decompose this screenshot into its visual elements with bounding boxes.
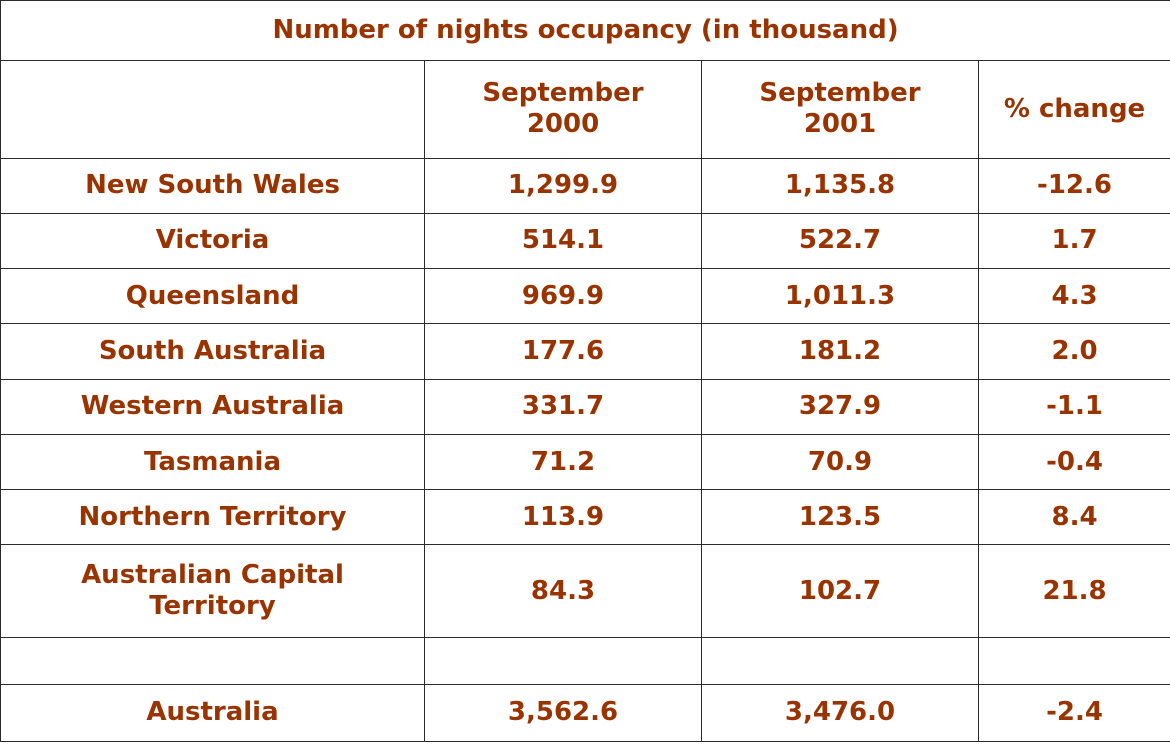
table-row: Australian Capital Territory 84.3 102.7 21.8 <box>0 544 1170 638</box>
region-label-line: Northern Territory <box>78 501 347 532</box>
header-pct-change: % change <box>977 60 1170 159</box>
table-row: Victoria 514.1 522.7 1.7 <box>0 212 1170 270</box>
title-row: Number of nights occupancy (in thousand) <box>0 0 1170 62</box>
sep-2000-cell: 969.9 <box>424 268 702 325</box>
region-cell: Victoria <box>0 212 425 270</box>
table-title: Number of nights occupancy (in thousand) <box>0 0 1170 62</box>
region-cell: Australian Capital Territory <box>0 544 425 638</box>
table-row: Queensland 969.9 1,011.3 4.3 <box>0 268 1170 325</box>
sep-2000-cell: 1,299.9 <box>424 157 702 214</box>
total-region: Australia <box>0 683 425 743</box>
region-label-line: Queensland <box>125 280 300 311</box>
table-row: Tasmania 71.2 70.9 -0.4 <box>0 433 1170 491</box>
header-sep-2000: September 2000 <box>424 60 702 159</box>
sep-2001-cell: 123.5 <box>701 489 979 546</box>
blank-row <box>0 636 1170 685</box>
sep-2001-cell: 1,011.3 <box>701 268 979 325</box>
sep-2001-cell: 522.7 <box>701 212 979 270</box>
region-label-line: New South Wales <box>85 170 340 201</box>
pct-change-cell: -12.6 <box>977 157 1170 214</box>
blank-cell <box>701 636 979 685</box>
table-row: Northern Territory 113.9 123.5 8.4 <box>0 489 1170 546</box>
region-label-line: Tasmania <box>143 446 281 477</box>
header-row: September 2000 September 2001 % change <box>0 60 1170 159</box>
blank-cell <box>977 636 1170 685</box>
region-cell: Tasmania <box>0 433 425 491</box>
region-cell: South Australia <box>0 323 425 380</box>
header-sep-2000-line-2: 2000 <box>526 109 600 140</box>
sep-2000-cell: 113.9 <box>424 489 702 546</box>
total-pct-change: -2.4 <box>977 683 1170 743</box>
sep-2000-cell: 84.3 <box>424 544 702 638</box>
pct-change-cell: -1.1 <box>977 378 1170 435</box>
region-cell: Western Australia <box>0 378 425 435</box>
region-label-line: Australian Capital <box>81 560 344 590</box>
pct-change-cell: 4.3 <box>977 268 1170 325</box>
pct-change-cell: 1.7 <box>977 212 1170 270</box>
header-sep-2001-line-1: September <box>759 78 921 109</box>
region-label-line: Western Australia <box>80 391 345 422</box>
region-cell: Queensland <box>0 268 425 325</box>
total-sep-2001: 3,476.0 <box>701 683 979 743</box>
blank-cell <box>424 636 702 685</box>
header-sep-2001: September 2001 <box>701 60 979 159</box>
region-label-line: South Australia <box>98 336 327 367</box>
region-cell: Northern Territory <box>0 489 425 546</box>
pct-change-cell: -0.4 <box>977 433 1170 491</box>
sep-2001-cell: 181.2 <box>701 323 979 380</box>
sep-2000-cell: 71.2 <box>424 433 702 491</box>
region-label-line: Victoria <box>155 225 270 256</box>
region-label-line: Territory <box>149 591 276 621</box>
sep-2000-cell: 331.7 <box>424 378 702 435</box>
sep-2001-cell: 327.9 <box>701 378 979 435</box>
pct-change-cell: 8.4 <box>977 489 1170 546</box>
pct-change-cell: 21.8 <box>977 544 1170 638</box>
header-sep-2001-line-2: 2001 <box>803 109 877 140</box>
total-row: Australia 3,562.6 3,476.0 -2.4 <box>0 683 1170 743</box>
sep-2000-cell: 514.1 <box>424 212 702 270</box>
region-cell: New South Wales <box>0 157 425 214</box>
table-row: Western Australia 331.7 327.9 -1.1 <box>0 378 1170 435</box>
sep-2001-cell: 1,135.8 <box>701 157 979 214</box>
header-sep-2000-line-1: September <box>482 78 644 109</box>
blank-cell <box>0 636 425 685</box>
table-row: New South Wales 1,299.9 1,135.8 -12.6 <box>0 157 1170 214</box>
sep-2001-cell: 102.7 <box>701 544 979 638</box>
header-empty-cell <box>0 60 425 159</box>
sep-2000-cell: 177.6 <box>424 323 702 380</box>
table-row: South Australia 177.6 181.2 2.0 <box>0 323 1170 380</box>
total-sep-2000: 3,562.6 <box>424 683 702 743</box>
pct-change-cell: 2.0 <box>977 323 1170 380</box>
sep-2001-cell: 70.9 <box>701 433 979 491</box>
